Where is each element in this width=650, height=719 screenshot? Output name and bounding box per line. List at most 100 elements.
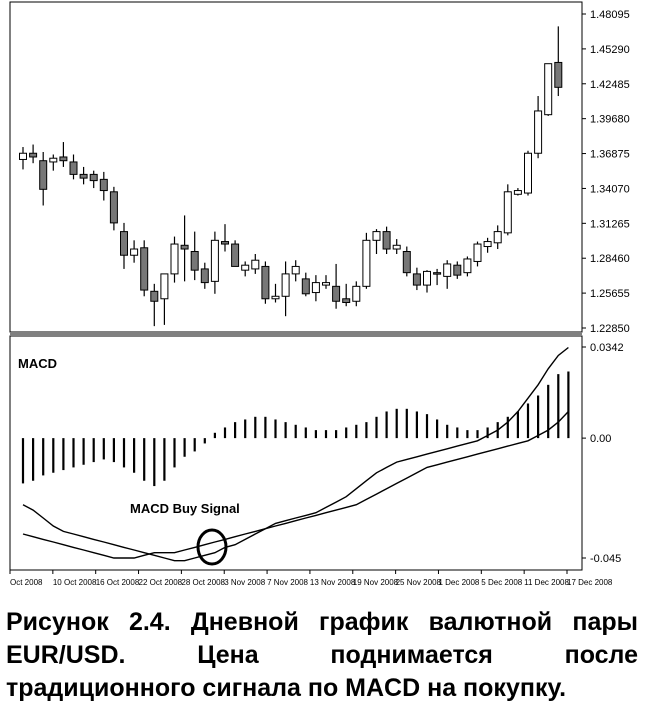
candle-body bbox=[382, 231, 391, 250]
candle bbox=[99, 171, 108, 201]
candle-body bbox=[281, 273, 290, 297]
candle-body bbox=[49, 157, 58, 163]
candle-body bbox=[210, 239, 219, 282]
candle bbox=[311, 275, 320, 302]
macd-line bbox=[22, 346, 569, 562]
date-tick-label: 5 Dec 2008 bbox=[481, 578, 522, 587]
candle-body bbox=[352, 285, 361, 302]
price-tick-label: 1.45290 bbox=[590, 44, 630, 56]
candle-body bbox=[503, 191, 512, 234]
macd-tick-label: 0.0342 bbox=[590, 342, 624, 354]
candle-body bbox=[453, 264, 462, 276]
macd-title: MACD bbox=[18, 356, 57, 371]
candle bbox=[322, 275, 330, 289]
candle bbox=[372, 229, 381, 254]
candle-body bbox=[271, 295, 280, 300]
candle-body bbox=[39, 160, 48, 190]
candle bbox=[524, 150, 532, 196]
candle-body bbox=[241, 264, 250, 271]
price-tick-label: 1.31265 bbox=[590, 218, 630, 230]
date-tick-label: 13 Nov 2008 bbox=[310, 578, 356, 587]
candle bbox=[109, 186, 118, 231]
price-tick-label: 1.28460 bbox=[590, 253, 630, 265]
candle-body bbox=[120, 231, 128, 256]
candle-body bbox=[473, 243, 482, 262]
candle bbox=[352, 281, 361, 307]
candles-group bbox=[19, 26, 563, 327]
candle-body bbox=[190, 251, 199, 271]
candle-body bbox=[301, 278, 310, 295]
candle bbox=[89, 170, 98, 189]
date-tick-label: 17 Dec 2008 bbox=[567, 578, 613, 587]
candle-body bbox=[170, 243, 179, 275]
candle bbox=[130, 240, 139, 263]
date-tick-label: 28 Oct 2008 bbox=[181, 578, 225, 587]
candle-body bbox=[140, 247, 149, 291]
candle bbox=[190, 231, 199, 281]
candle bbox=[554, 26, 563, 97]
date-tick-label: 19 Nov 2008 bbox=[353, 578, 399, 587]
candle-body bbox=[544, 63, 553, 116]
candle-body bbox=[109, 191, 118, 224]
candle-body bbox=[513, 190, 522, 195]
candle-body bbox=[372, 231, 381, 241]
buy-signal-circle bbox=[196, 528, 228, 566]
candle-body bbox=[483, 241, 492, 248]
candle bbox=[392, 239, 401, 254]
candle-body bbox=[231, 243, 240, 267]
candle-body bbox=[291, 265, 300, 275]
candle-body bbox=[19, 152, 27, 160]
candle bbox=[79, 166, 88, 185]
candle-body bbox=[99, 178, 108, 192]
candle bbox=[271, 283, 280, 303]
candle-body bbox=[463, 258, 472, 274]
candle-body bbox=[29, 152, 38, 158]
candle bbox=[342, 283, 351, 307]
candle-body bbox=[69, 161, 78, 175]
candle-body bbox=[423, 270, 431, 286]
candle bbox=[493, 225, 502, 250]
candle bbox=[423, 270, 431, 293]
candle bbox=[241, 261, 250, 277]
candle bbox=[443, 260, 452, 289]
date-tick-label: 3 Nov 2008 bbox=[224, 578, 265, 587]
candle bbox=[210, 231, 219, 294]
macd-tick-label: -0.045 bbox=[590, 553, 621, 565]
candle bbox=[29, 144, 38, 164]
candle bbox=[453, 261, 462, 279]
candle-body bbox=[443, 263, 452, 277]
macd-tick-label: 0.00 bbox=[590, 433, 611, 445]
price-tick-label: 1.22850 bbox=[590, 323, 630, 335]
candle-body bbox=[200, 268, 209, 284]
candle-body bbox=[261, 265, 270, 300]
candle-body bbox=[150, 290, 159, 302]
candle-body bbox=[433, 272, 442, 275]
price-tick-label: 1.42485 bbox=[590, 79, 630, 91]
candle bbox=[463, 256, 472, 277]
date-tick-label: 22 Oct 2008 bbox=[139, 578, 183, 587]
candle-body bbox=[493, 231, 502, 244]
price-tick-label: 1.39680 bbox=[590, 114, 630, 126]
candle-body bbox=[322, 282, 330, 286]
candle bbox=[412, 267, 421, 291]
candle bbox=[301, 272, 310, 297]
candle-body bbox=[311, 282, 320, 294]
date-tick-label: 1 Dec 2008 bbox=[438, 578, 479, 587]
candle bbox=[433, 268, 442, 286]
candle bbox=[261, 261, 270, 304]
candle-body bbox=[554, 61, 563, 88]
chart-figure: 1.48095 1.45290 1.42485 1.39680 1.36875 1.340… bbox=[9, 1, 630, 587]
candle-body bbox=[180, 244, 189, 250]
candle-body bbox=[534, 110, 543, 154]
candle-body bbox=[402, 251, 411, 274]
candle bbox=[544, 63, 553, 116]
candle-body bbox=[79, 173, 88, 179]
candle-body bbox=[59, 156, 68, 162]
candle bbox=[200, 262, 209, 289]
candle bbox=[513, 188, 522, 196]
price-tick-label: 1.25655 bbox=[590, 288, 630, 300]
candle bbox=[534, 96, 543, 159]
candle bbox=[251, 253, 260, 274]
price-panel-frame bbox=[9, 1, 583, 333]
figure-caption: Рисунок 2.4. Дневной график валютной пар… bbox=[6, 608, 638, 702]
